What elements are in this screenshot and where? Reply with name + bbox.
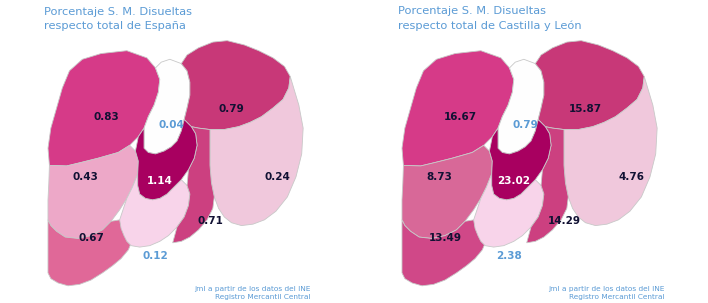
Text: 4.76: 4.76 [618, 172, 644, 182]
Text: 8.73: 8.73 [426, 172, 452, 182]
Polygon shape [135, 119, 197, 200]
Text: 0.43: 0.43 [72, 172, 98, 182]
Polygon shape [527, 127, 569, 243]
Polygon shape [402, 220, 486, 286]
Text: 0.04: 0.04 [159, 120, 184, 130]
Text: 0.79: 0.79 [513, 120, 538, 130]
Polygon shape [48, 51, 160, 166]
Text: 0.24: 0.24 [264, 172, 290, 182]
Text: 0.67: 0.67 [78, 233, 104, 243]
Polygon shape [474, 174, 544, 247]
Text: 23.02: 23.02 [497, 176, 530, 186]
Polygon shape [48, 220, 132, 286]
Text: 2.38: 2.38 [496, 251, 523, 261]
Polygon shape [402, 51, 514, 166]
Text: 15.87: 15.87 [569, 105, 602, 115]
Text: 0.71: 0.71 [197, 216, 223, 226]
Text: 1.14: 1.14 [147, 176, 173, 186]
Polygon shape [564, 76, 657, 226]
Polygon shape [48, 145, 138, 238]
Text: 0.12: 0.12 [142, 251, 169, 261]
Text: 13.49: 13.49 [428, 233, 462, 243]
Polygon shape [144, 59, 190, 154]
Text: jml a partir de los datos del INE
Registro Mercantil Central: jml a partir de los datos del INE Regist… [548, 286, 665, 300]
Text: Porcentaje S. M. Disueltas
respecto total de España: Porcentaje S. M. Disueltas respecto tota… [43, 7, 192, 31]
Polygon shape [535, 41, 644, 130]
Text: 0.79: 0.79 [219, 105, 244, 115]
Text: Porcentaje S. M. Disueltas
respecto total de Castilla y León: Porcentaje S. M. Disueltas respecto tota… [397, 6, 581, 31]
Polygon shape [210, 76, 303, 226]
Text: 0.83: 0.83 [94, 112, 120, 122]
Text: jml a partir de los datos del INE
Registro Mercantil Central: jml a partir de los datos del INE Regist… [194, 286, 311, 300]
Polygon shape [489, 119, 551, 200]
Polygon shape [498, 59, 544, 154]
Polygon shape [120, 174, 190, 247]
Polygon shape [402, 145, 492, 238]
Polygon shape [181, 41, 290, 130]
Polygon shape [173, 127, 215, 243]
Text: 14.29: 14.29 [547, 216, 581, 226]
Text: 16.67: 16.67 [444, 112, 477, 122]
